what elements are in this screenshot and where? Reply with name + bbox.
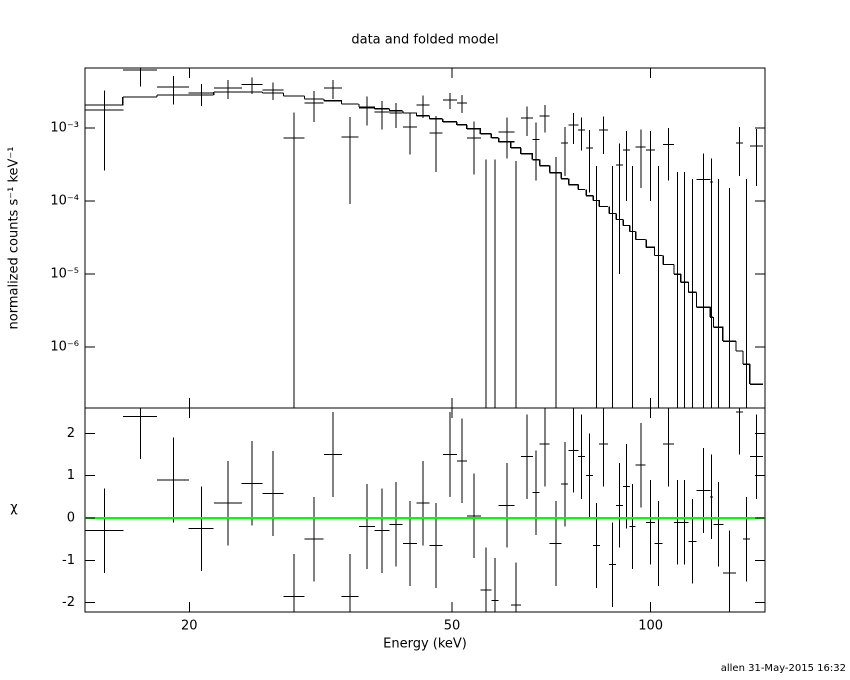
chart-title: data and folded model [351, 33, 498, 48]
y-tick-label: 0 [67, 511, 75, 526]
y-axis-label: normalized counts s⁻¹ keV⁻¹ [7, 147, 22, 330]
y-tick-label: -2 [62, 595, 75, 610]
y-tick-label: 1 [67, 468, 75, 483]
x-tick-label: 100 [638, 619, 663, 634]
top-frame [84, 67, 766, 409]
footer: allen 31-May-2015 16:32 [721, 663, 846, 674]
bottom-plot [85, 408, 765, 612]
y-tick-label: 10⁻⁴ [50, 193, 79, 208]
bottom-frame [84, 407, 766, 613]
y-tick-label: 10⁻⁶ [50, 339, 79, 354]
x-tick-label: 50 [444, 619, 461, 634]
top-plot [85, 68, 763, 408]
y-tick-label: 2 [67, 426, 75, 441]
y-tick-label: 10⁻⁵ [50, 266, 79, 281]
y-axis-label: χ [10, 501, 18, 516]
y-tick-label: -1 [62, 553, 75, 568]
x-axis-label: Energy (keV) [383, 637, 467, 652]
x-tick-label: 20 [181, 619, 198, 634]
y-tick-label: 10⁻³ [50, 120, 79, 135]
